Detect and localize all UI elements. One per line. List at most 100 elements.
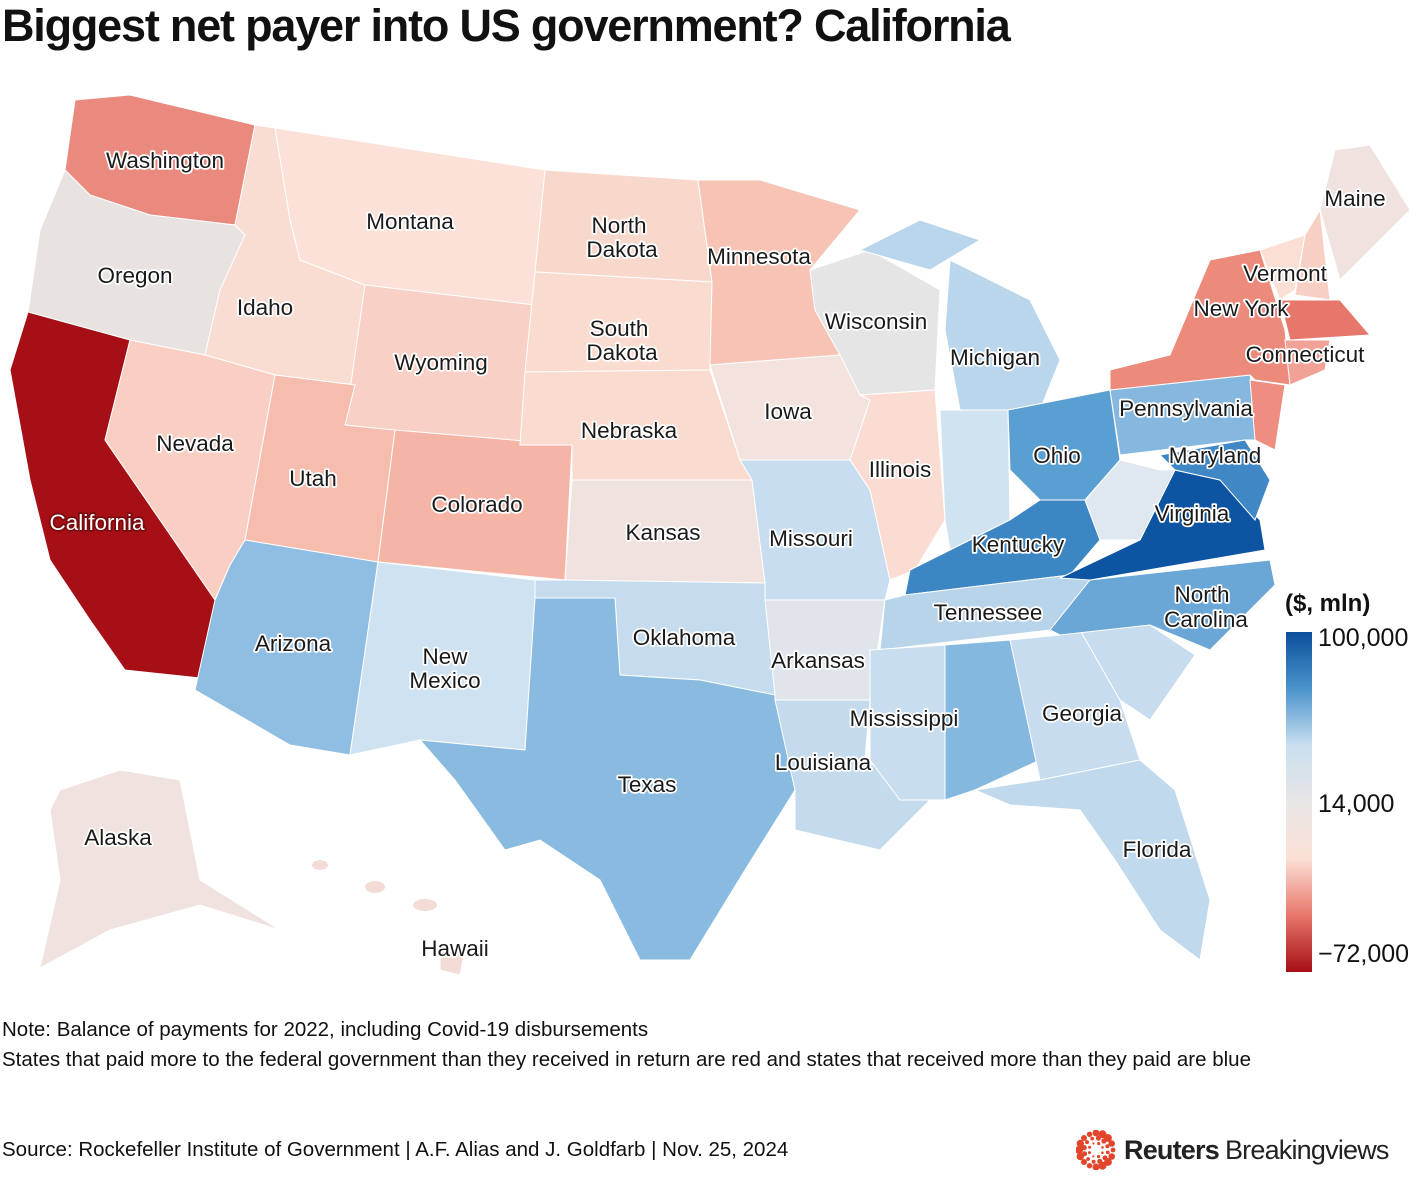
- logo-dot: [1101, 1138, 1107, 1144]
- state-label-oh: Ohio: [1033, 443, 1081, 468]
- state-label-va: Virginia: [1155, 501, 1230, 526]
- reuters-breakingviews-logo: Reuters Breakingviews: [1076, 1130, 1389, 1170]
- state-label-la: Louisiana: [775, 750, 872, 775]
- state-tx: [418, 597, 796, 961]
- note-line: Note: Balance of payments for 2022, incl…: [2, 1018, 649, 1041]
- state-label-nv: Nevada: [156, 431, 234, 456]
- state-label-me: Maine: [1324, 186, 1385, 211]
- reuters-dots-icon: [1076, 1130, 1116, 1170]
- state-label-id: Idaho: [237, 295, 293, 320]
- state-label-ms: Mississippi: [850, 706, 959, 731]
- logo-dot: [1108, 1153, 1115, 1160]
- state-md: [1158, 439, 1271, 521]
- state-al: [944, 639, 1041, 801]
- state-label-hi: Hawaii: [421, 936, 489, 961]
- logo-dot: [1092, 1130, 1100, 1137]
- state-label-or: Oregon: [97, 263, 172, 288]
- state-label-ak: Alaska: [84, 825, 152, 850]
- state-ak: [39, 769, 281, 969]
- state-nc: [1049, 559, 1276, 651]
- state-label-ga: Georgia: [1042, 701, 1123, 726]
- state-label-sd: South: [590, 316, 649, 341]
- state-hi: [439, 944, 466, 976]
- chart-title: Biggest net payer into US government? Ca…: [2, 0, 1011, 51]
- logo-dot: [1081, 1145, 1087, 1151]
- state-la: [774, 699, 931, 851]
- logo-dot: [1102, 1155, 1108, 1161]
- note-line: States that paid more to the federal gov…: [2, 1048, 1251, 1071]
- state-label-nm: New: [422, 644, 468, 669]
- state-label-tx: Texas: [618, 772, 677, 797]
- state-mi: [944, 259, 1061, 411]
- logo-dot: [1110, 1147, 1116, 1153]
- state-fl: [973, 759, 1211, 961]
- logo-dot: [1086, 1163, 1093, 1169]
- state-label-az: Arizona: [255, 631, 332, 656]
- logo-dot: [1081, 1159, 1087, 1165]
- state-label-ut: Utah: [289, 466, 337, 491]
- state-label-wi: Wisconsin: [825, 309, 928, 334]
- state-label-wa: Washington: [106, 148, 224, 173]
- state-label-md: Maryland: [1169, 443, 1262, 468]
- logo-dot: [1101, 1146, 1104, 1149]
- logo-dot: [1082, 1151, 1088, 1157]
- state-il: [849, 389, 946, 581]
- state-label-ok: Oklahoma: [633, 625, 736, 650]
- state-ma: [1279, 299, 1372, 341]
- state-label-mo: Missouri: [769, 526, 853, 551]
- logo-dot: [1101, 1151, 1104, 1154]
- state-label-pa: Pennsylvania: [1119, 396, 1253, 421]
- logo-dot: [1088, 1145, 1092, 1149]
- state-label-nd: Dakota: [586, 237, 658, 262]
- logo-dot: [1086, 1131, 1093, 1137]
- state-label-wy: Wyoming: [394, 350, 488, 375]
- logo-dot: [1108, 1140, 1115, 1147]
- legend-max-label: 100,000: [1318, 624, 1409, 652]
- state-label-il: Illinois: [869, 457, 932, 482]
- state-vt: [1259, 234, 1306, 301]
- state-label-mn: Minnesota: [707, 244, 811, 269]
- logo-dot: [1091, 1159, 1096, 1164]
- logo-dot: [1076, 1139, 1084, 1148]
- logo-dot: [1085, 1140, 1089, 1145]
- logo-dot: [1090, 1136, 1095, 1141]
- logo-dot: [1095, 1135, 1101, 1141]
- state-label-ne: Nebraska: [581, 418, 678, 443]
- logo-dot: [1092, 1142, 1095, 1145]
- state-hi-island: [312, 860, 328, 870]
- state-label-sd: Dakota: [586, 340, 658, 365]
- state-label-ia: Iowa: [764, 399, 812, 424]
- logo-dot: [1097, 1142, 1101, 1146]
- logo-dot: [1076, 1152, 1084, 1161]
- state-label-co: Colorado: [431, 492, 522, 517]
- state-label-mt: Montana: [366, 209, 454, 234]
- logo-breakingviews: Breakingviews: [1224, 1134, 1389, 1165]
- logo-dot: [1086, 1157, 1090, 1161]
- state-label-vt: Vermont: [1243, 261, 1328, 286]
- state-me: [1319, 144, 1411, 281]
- source-line: Source: Rockefeller Institute of Governm…: [2, 1138, 789, 1161]
- state-label-tn: Tennessee: [934, 600, 1043, 625]
- state-nj: [1249, 379, 1286, 451]
- state-label-fl: Florida: [1123, 837, 1192, 862]
- us-choropleth-map: Washington Oregon California Idaho Nevada Mon…: [9, 94, 1411, 976]
- state-label-ky: Kentucky: [972, 532, 1065, 557]
- state-mi: [858, 219, 982, 271]
- notes: Note: Balance of payments for 2022, incl…: [2, 1015, 1417, 1075]
- logo-dot: [1076, 1146, 1083, 1154]
- state-hi-island: [365, 881, 385, 893]
- logo-dot: [1097, 1154, 1101, 1159]
- state-label-ny: New York: [1193, 296, 1289, 321]
- logo-dot: [1092, 1163, 1100, 1170]
- state-label-ar: Arkansas: [771, 648, 865, 673]
- state-label-ca: California: [49, 510, 145, 535]
- logo-dot: [1105, 1144, 1110, 1149]
- state-ct: [1284, 339, 1331, 386]
- state-label-ct: Connecticut: [1246, 342, 1366, 367]
- logo-dot: [1105, 1150, 1110, 1155]
- logo-dot: [1081, 1135, 1087, 1141]
- legend-title: ($, mln): [1285, 590, 1371, 617]
- legend-mid-label: 14,000: [1318, 790, 1395, 818]
- logo-reuters: Reuters: [1124, 1134, 1220, 1165]
- state-label-mi: Michigan: [950, 345, 1040, 370]
